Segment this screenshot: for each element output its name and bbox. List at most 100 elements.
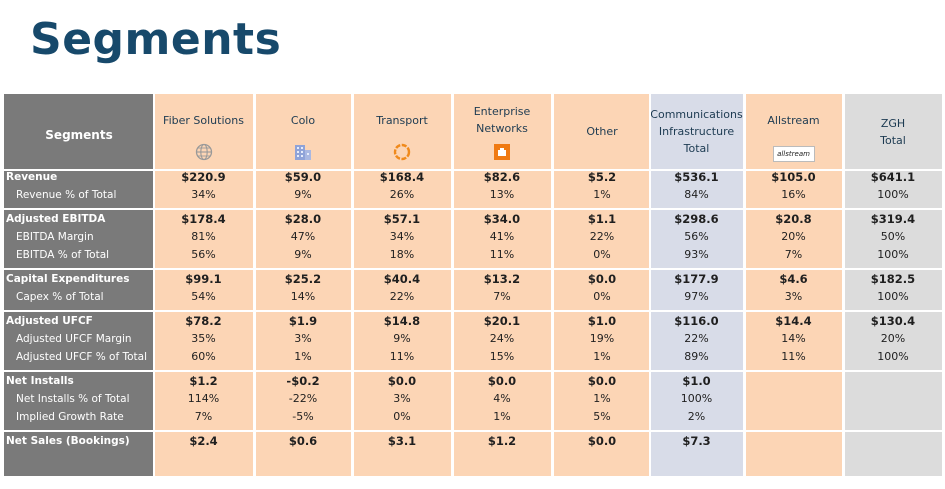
icon-slot <box>255 144 351 164</box>
table-cell: 5% <box>593 410 611 423</box>
table-cell: 89% <box>684 350 709 363</box>
table-cell: $1.0 <box>682 374 711 388</box>
column-6: allstream Allstream $105.0 16% $20.8 20% 7% $4.… <box>745 94 842 476</box>
table-cell: 0% <box>593 248 611 261</box>
table-cell: 14% <box>781 332 806 345</box>
table-cell: $0.0 <box>587 374 617 388</box>
table-cell: 19% <box>589 332 615 345</box>
column-header: ZGH Total <box>844 94 942 169</box>
table-cell: 100% <box>877 350 909 363</box>
row-label: EBITDA Margin <box>16 231 94 243</box>
table-cell: 13% <box>489 188 515 201</box>
table-cell: 3% <box>784 290 803 303</box>
column-header-line: Allstream <box>767 113 820 127</box>
table-cell: $82.6 <box>483 170 521 184</box>
table-cell: 2% <box>687 410 706 423</box>
table-cell: $2.4 <box>189 434 218 448</box>
table-cell: $1.1 <box>587 212 617 226</box>
table-cell: 22% <box>684 332 709 345</box>
table-cell: $4.6 <box>779 272 808 286</box>
allstream-logo: allstream <box>772 146 815 162</box>
table-cell: $1.9 <box>288 314 318 328</box>
table-cell: $40.4 <box>383 272 421 286</box>
table-cell: 26% <box>389 188 415 201</box>
table-cell: $13.2 <box>483 272 521 286</box>
column-header-line: Communications <box>650 108 743 121</box>
table-cell: -5% <box>292 410 314 423</box>
table-cell: $0.0 <box>487 374 517 388</box>
table-cell: -$0.2 <box>286 374 320 388</box>
row-label: EBITDA % of Total <box>16 249 110 261</box>
allstream-logo-text: allstream <box>772 146 815 162</box>
row-label: Net Installs % of Total <box>16 393 130 405</box>
table-cell: 1% <box>593 188 611 201</box>
table-cell: $7.3 <box>682 434 711 448</box>
table-cell: $0.0 <box>387 374 417 388</box>
column-0: Fiber Solutions $220.9 34% $178.4 81% 56% $99.… <box>154 94 253 476</box>
label-column: Segments Revenue Revenue % of Total Adjuste… <box>4 94 154 476</box>
table-cell: 100% <box>680 392 713 405</box>
table-cell: 7% <box>493 290 511 303</box>
row-divider <box>4 310 942 312</box>
table-cell: 18% <box>389 248 415 261</box>
table-cell: 34% <box>191 188 216 201</box>
table-cell: 100% <box>877 188 909 201</box>
table-cell: $1.2 <box>487 434 517 448</box>
column-divider <box>649 94 651 476</box>
table-cell: 20% <box>880 332 906 345</box>
table-cell: 14% <box>290 290 316 303</box>
column-divider <box>744 94 746 476</box>
enterprise-icon <box>493 143 511 165</box>
table-cell: $20.1 <box>483 314 521 328</box>
ring-icon <box>392 142 412 166</box>
table-cell: 0% <box>593 290 611 303</box>
table-cell: 1% <box>593 392 611 405</box>
table-cell: 11% <box>489 248 515 261</box>
page-title: Segments <box>30 14 282 65</box>
column-4: Other $5.2 1% $1.1 22% 0% $0.0 0% $1.0 19% 1% $0.0 1… <box>553 94 651 476</box>
table-cell: $99.1 <box>185 272 222 286</box>
globe-icon <box>195 143 213 165</box>
table-cell: 41% <box>489 230 515 243</box>
table-cell: 100% <box>877 290 909 303</box>
table-cell: 97% <box>684 290 709 303</box>
column-header: Other <box>553 94 651 169</box>
table-cell: $178.4 <box>181 212 226 226</box>
table-cell: $116.0 <box>674 314 719 328</box>
table-cell: $536.1 <box>674 170 719 184</box>
row-label: Implied Growth Rate <box>16 411 124 423</box>
table-cell: $1.2 <box>189 374 218 388</box>
table-cell: 7% <box>784 248 803 261</box>
row-label: Net Installs <box>6 375 74 387</box>
table-cell: 50% <box>880 230 906 243</box>
column-divider <box>352 94 354 476</box>
table-cell: 100% <box>877 248 909 261</box>
table-cell: $3.1 <box>387 434 417 448</box>
table-cell: $130.4 <box>870 314 916 328</box>
column-header-line: ZGH <box>880 116 906 130</box>
row-label: Net Sales (Bookings) <box>6 435 130 447</box>
column-header-line: Total <box>880 133 906 147</box>
column-header-line: Other <box>586 125 618 138</box>
table-cell: $0.0 <box>587 434 617 448</box>
table-cell: $0.6 <box>288 434 318 448</box>
row-divider <box>4 430 942 432</box>
segments-table: Segments Revenue Revenue % of Total Adjuste… <box>4 94 942 476</box>
column-2: Transport $168.4 26% $57.1 34% 18% $40.4 22% $14… <box>353 94 451 476</box>
icon-slot <box>453 144 551 164</box>
row-divider <box>4 169 942 171</box>
table-cell: 84% <box>684 188 709 201</box>
column-header: Enterprise Networks <box>453 94 551 146</box>
table-cell: 1% <box>294 350 312 363</box>
table-cell: 22% <box>589 230 615 243</box>
table-cell: 35% <box>191 332 216 345</box>
table-cell: 54% <box>191 290 216 303</box>
table-cell: 9% <box>393 332 411 345</box>
table-cell: $105.0 <box>771 170 816 184</box>
table-cell: 56% <box>191 248 216 261</box>
table-cell: 16% <box>781 188 806 201</box>
column-header: Fiber Solutions <box>154 94 253 146</box>
table-cell: 0% <box>393 410 411 423</box>
table-cell: $1.0 <box>587 314 617 328</box>
table-cell: 11% <box>781 350 806 363</box>
